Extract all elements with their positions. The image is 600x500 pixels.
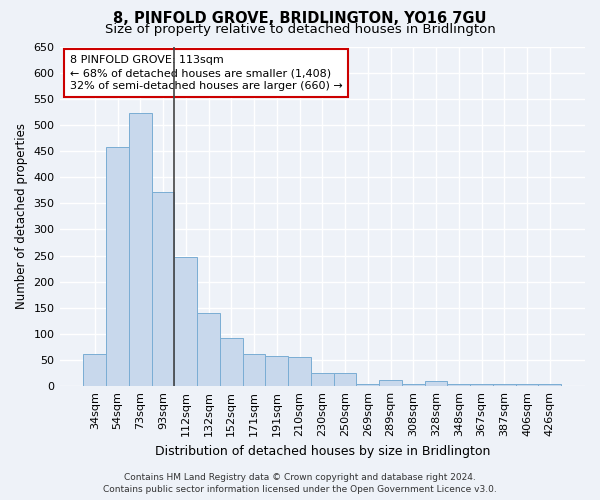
- Bar: [175, 256, 197, 386]
- Bar: [425, 381, 448, 386]
- Bar: [334, 372, 356, 386]
- Bar: [106, 147, 129, 386]
- Bar: [515, 384, 538, 386]
- Text: Contains HM Land Registry data © Crown copyright and database right 2024.
Contai: Contains HM Land Registry data © Crown c…: [103, 472, 497, 494]
- Bar: [448, 384, 470, 386]
- Bar: [493, 384, 515, 386]
- Bar: [538, 384, 561, 386]
- Bar: [220, 338, 242, 386]
- Text: 8, PINFOLD GROVE, BRIDLINGTON, YO16 7GU: 8, PINFOLD GROVE, BRIDLINGTON, YO16 7GU: [113, 11, 487, 26]
- Bar: [152, 192, 175, 386]
- Bar: [311, 372, 334, 386]
- Bar: [83, 354, 106, 386]
- Bar: [265, 356, 288, 386]
- X-axis label: Distribution of detached houses by size in Bridlington: Distribution of detached houses by size …: [155, 444, 490, 458]
- Y-axis label: Number of detached properties: Number of detached properties: [15, 124, 28, 310]
- Bar: [288, 358, 311, 386]
- Bar: [129, 114, 152, 386]
- Bar: [242, 354, 265, 386]
- Text: 8 PINFOLD GROVE: 113sqm
← 68% of detached houses are smaller (1,408)
32% of semi: 8 PINFOLD GROVE: 113sqm ← 68% of detache…: [70, 55, 343, 92]
- Bar: [197, 313, 220, 386]
- Bar: [379, 380, 402, 386]
- Bar: [402, 384, 425, 386]
- Bar: [356, 384, 379, 386]
- Bar: [470, 384, 493, 386]
- Text: Size of property relative to detached houses in Bridlington: Size of property relative to detached ho…: [104, 22, 496, 36]
